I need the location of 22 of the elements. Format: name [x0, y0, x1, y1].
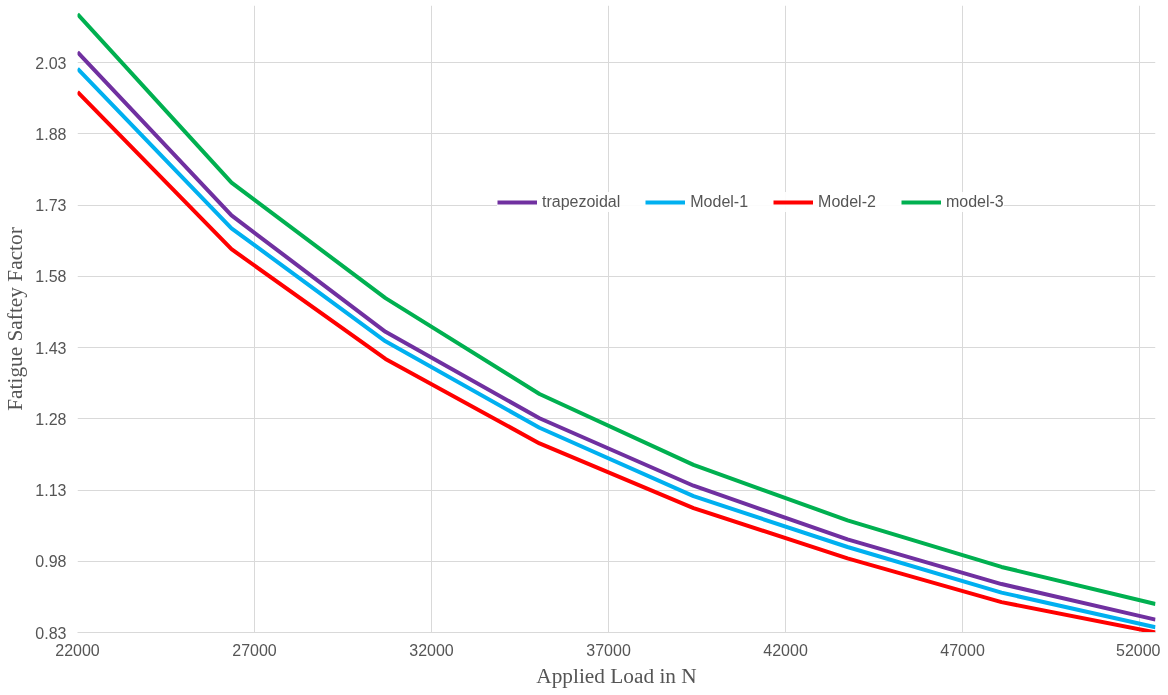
- y-tick-label: 1.73: [35, 197, 67, 214]
- y-tick-label: 2.03: [35, 54, 67, 72]
- y-axis-title: Fatigue Saftey Factor: [3, 227, 28, 411]
- legend-label: model-3: [945, 193, 1004, 211]
- x-tick-label: 27000: [232, 641, 277, 659]
- y-tick-label: 1.88: [35, 125, 67, 143]
- y-tick-label: 1.43: [35, 339, 67, 357]
- y-tick-label: 0.98: [35, 553, 67, 571]
- x-tick-label: 32000: [409, 641, 454, 659]
- x-tick-label: 37000: [586, 641, 631, 659]
- x-tick-label: 22000: [55, 641, 100, 659]
- x-tick-label: 47000: [940, 641, 985, 659]
- y-tick-label: 0.83: [35, 624, 67, 642]
- x-axis-title: Applied Load in N: [536, 663, 697, 688]
- y-tick-label: 1.13: [35, 482, 67, 499]
- legend-label: Model-2: [818, 193, 876, 211]
- x-tick-label: 42000: [763, 641, 808, 659]
- y-tick-label: 1.28: [35, 410, 67, 428]
- y-tick-label: 1.58: [35, 268, 67, 286]
- legend-label: trapezoidal: [542, 193, 621, 211]
- legend-label: Model-1: [690, 193, 749, 211]
- x-tick-label: 52000: [1116, 641, 1161, 659]
